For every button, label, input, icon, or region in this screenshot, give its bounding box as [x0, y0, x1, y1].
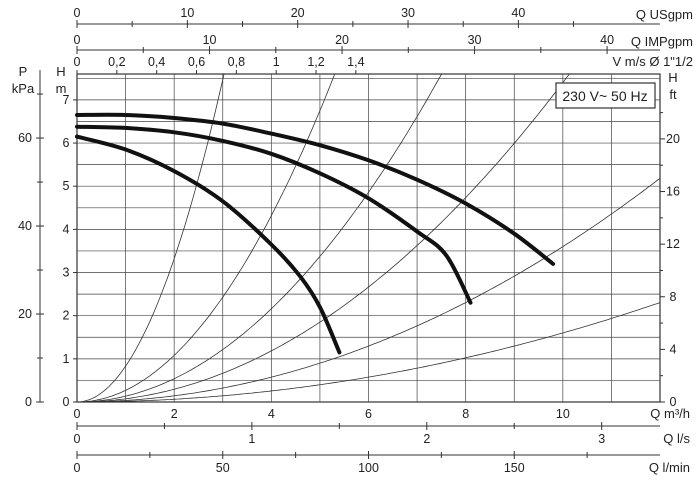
system-curve	[77, 177, 661, 403]
system-curve	[77, 73, 336, 403]
velocity-tick-label: 0,2	[108, 55, 125, 69]
lmin-tick-label: 0	[74, 461, 81, 475]
velocity-tick-label: 1	[273, 55, 280, 69]
h-tick-label: 0	[63, 395, 70, 409]
h-axis-unit: m	[56, 81, 67, 96]
ft-axis-unit: ft	[669, 87, 677, 102]
impgpm-tick-label: 40	[600, 33, 614, 47]
pump-curve	[75, 124, 473, 305]
lmin-tick-label: 150	[504, 461, 525, 475]
q-tick-label: 8	[462, 407, 469, 421]
grid	[77, 74, 660, 402]
lmin-tick-label: 100	[358, 461, 379, 475]
ls-tick-label: 0	[74, 432, 81, 446]
h-tick-label: 5	[63, 179, 70, 193]
p-tick-label: 60	[18, 131, 32, 145]
velocity-tick-label: 0,6	[188, 55, 205, 69]
h-tick-label: 4	[63, 222, 70, 236]
q-tick-label: 4	[268, 407, 275, 421]
usgpm-tick-label: 30	[401, 6, 415, 20]
ls-axis-label: Q l/s	[663, 431, 690, 446]
q-tick-label: 0	[74, 407, 81, 421]
h-axis-title: H	[56, 64, 65, 79]
system-curve	[76, 73, 225, 403]
voltage-label: 230 V~ 50 Hz	[562, 88, 647, 104]
lmin-tick-label: 50	[216, 461, 230, 475]
voltage-annotation: 230 V~ 50 Hz	[555, 82, 656, 109]
impgpm-tick-label: 10	[203, 33, 217, 47]
h-tick-label: 1	[63, 352, 70, 366]
p-tick-label: 40	[18, 219, 32, 233]
impgpm-tick-label: 20	[335, 33, 349, 47]
usgpm-axis-label: Q USgpm	[636, 7, 693, 22]
impgpm-axis-label: Q IMPgpm	[631, 34, 693, 49]
ls-tick-label: 3	[598, 432, 605, 446]
p-tick-label: 0	[25, 395, 32, 409]
velocity-tick-label: 0	[74, 55, 81, 69]
pump-curves	[75, 112, 556, 355]
lmin-axis-label: Q l/min	[649, 460, 690, 475]
q-tick-label: 6	[365, 407, 372, 421]
system-curve	[77, 73, 442, 403]
h-tick-label: 2	[63, 309, 70, 323]
usgpm-tick-label: 40	[511, 6, 525, 20]
q-tick-label: 2	[171, 407, 178, 421]
p-axis-unit: kPa	[12, 81, 35, 96]
ft-axis-title: H	[668, 70, 677, 85]
usgpm-tick-label: 0	[74, 6, 81, 20]
ls-tick-label: 1	[248, 432, 255, 446]
pump-curve	[75, 112, 556, 266]
ft-tick-label: 12	[666, 237, 680, 251]
h-tick-label: 7	[63, 93, 70, 107]
pump-curve	[75, 134, 342, 355]
impgpm-tick-label: 30	[468, 33, 482, 47]
velocity-tick-label: 0,4	[148, 55, 165, 69]
usgpm-tick-label: 10	[180, 6, 194, 20]
velocity-tick-label: 0,8	[228, 55, 245, 69]
system-curve	[77, 302, 661, 403]
ft-tick-label: 8	[670, 290, 677, 304]
system-curves	[76, 73, 661, 403]
system-curve	[77, 73, 570, 403]
p-axis-title: P	[19, 64, 28, 79]
ft-tick-label: 0	[670, 395, 677, 409]
velocity-axis-label: V m/s Ø 1"1/2	[613, 54, 693, 69]
ft-tick-label: 4	[670, 342, 677, 356]
impgpm-tick-label: 0	[74, 33, 81, 47]
velocity-tick-label: 1,2	[307, 55, 324, 69]
ft-tick-label: 16	[666, 185, 680, 199]
ls-tick-label: 2	[423, 432, 430, 446]
p-tick-label: 20	[18, 307, 32, 321]
usgpm-tick-label: 20	[291, 6, 305, 20]
h-tick-label: 6	[63, 136, 70, 150]
velocity-tick-label: 1,4	[347, 55, 364, 69]
ft-tick-label: 20	[666, 132, 680, 146]
h-tick-label: 3	[63, 266, 70, 280]
x-axis-unit: Q m³/h	[650, 406, 690, 421]
q-tick-label: 10	[556, 407, 570, 421]
